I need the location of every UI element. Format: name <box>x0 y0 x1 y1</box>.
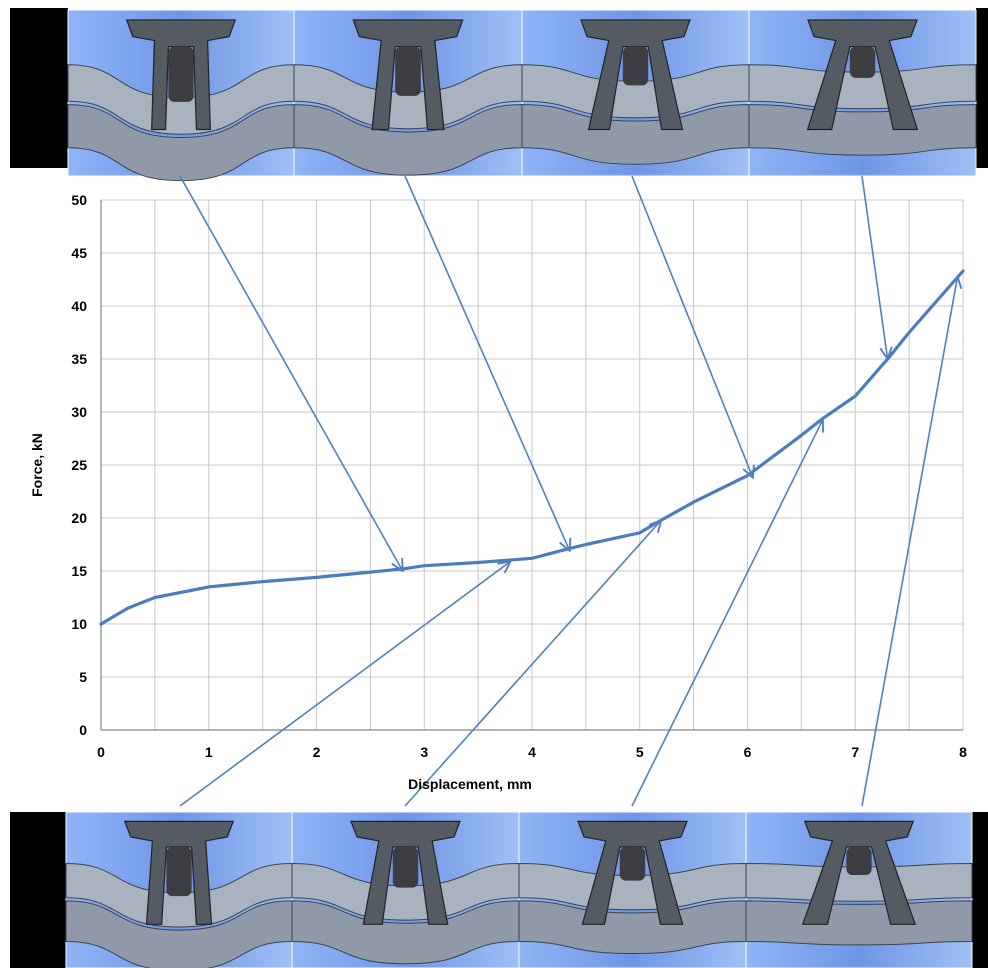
x-tick-label: 1 <box>205 744 213 760</box>
top-photo-2 <box>293 9 523 177</box>
upper-sheet <box>745 862 973 902</box>
lower-sheet <box>748 104 977 156</box>
x-tick-label: 8 <box>959 744 967 760</box>
x-tick-label: 7 <box>851 744 859 760</box>
y-tick-label: 10 <box>71 616 87 632</box>
left-edge-bar-bottom <box>10 812 66 968</box>
y-tick-labels: 0 5 10 15 20 25 30 35 40 45 50 <box>71 192 87 738</box>
rivet-pin <box>849 46 876 78</box>
rivet-pin <box>392 846 419 888</box>
annotation-arrow <box>179 561 510 807</box>
y-tick-label: 25 <box>71 457 87 473</box>
lower-sheet <box>745 900 973 946</box>
y-tick-label: 45 <box>71 245 87 261</box>
x-tick-label: 2 <box>313 744 321 760</box>
annotation-arrow <box>631 419 823 807</box>
rivet <box>125 19 237 131</box>
right-edge-bar-top <box>976 8 988 168</box>
left-edge-bar-top <box>10 8 68 168</box>
annotation-arrow <box>861 175 888 359</box>
annotation-arrow <box>861 276 958 807</box>
top-photo-1 <box>67 9 295 182</box>
y-tick-label: 40 <box>71 298 87 314</box>
top-photo-strip <box>67 9 977 182</box>
top-photo-3 <box>521 9 750 177</box>
bottom-photo-4 <box>745 811 973 968</box>
bottom-photo-2 <box>291 811 520 968</box>
annotation-arrow <box>404 520 661 807</box>
y-tick-label: 0 <box>79 722 87 738</box>
x-axis-label: Displacement, mm <box>408 776 532 792</box>
rivet-pin <box>619 846 646 881</box>
y-tick-label: 50 <box>71 192 87 208</box>
y-tick-label: 20 <box>71 510 87 526</box>
rivet <box>580 19 691 131</box>
rivet <box>577 820 688 925</box>
chart-axes <box>100 200 963 731</box>
upper-sheet <box>748 64 977 110</box>
annotation-arrow <box>631 175 753 478</box>
bottom-photo-strip <box>65 811 973 968</box>
x-tick-label: 5 <box>636 744 644 760</box>
rivet <box>352 19 464 131</box>
x-tick-labels: 0 1 2 3 4 5 6 7 8 <box>97 744 967 760</box>
x-tick-label: 4 <box>528 744 536 760</box>
right-edge-bar-bottom <box>972 812 988 968</box>
x-tick-label: 6 <box>744 744 752 760</box>
rivet-pin <box>166 846 192 897</box>
y-tick-label: 5 <box>79 669 87 685</box>
x-tick-label: 3 <box>420 744 428 760</box>
rivet <box>123 820 235 925</box>
rivet-pin <box>395 46 421 96</box>
rivet <box>350 820 461 925</box>
rivet-pin <box>168 46 194 102</box>
top-photo-4 <box>748 9 977 177</box>
rivet <box>806 19 919 131</box>
y-tick-label: 35 <box>71 351 87 367</box>
bottom-photo-3 <box>518 811 747 968</box>
rivet <box>801 820 917 925</box>
y-tick-label: 15 <box>71 563 87 579</box>
rivet-pin <box>846 846 872 876</box>
annotation-arrow <box>179 175 403 571</box>
y-tick-label: 30 <box>71 404 87 420</box>
rivet-pin <box>622 46 649 86</box>
x-tick-label: 0 <box>97 744 105 760</box>
annotation-arrows <box>179 175 958 807</box>
annotation-arrow <box>404 175 570 551</box>
bottom-photo-1 <box>65 811 293 968</box>
y-axis-label: Force, kN <box>29 433 45 497</box>
